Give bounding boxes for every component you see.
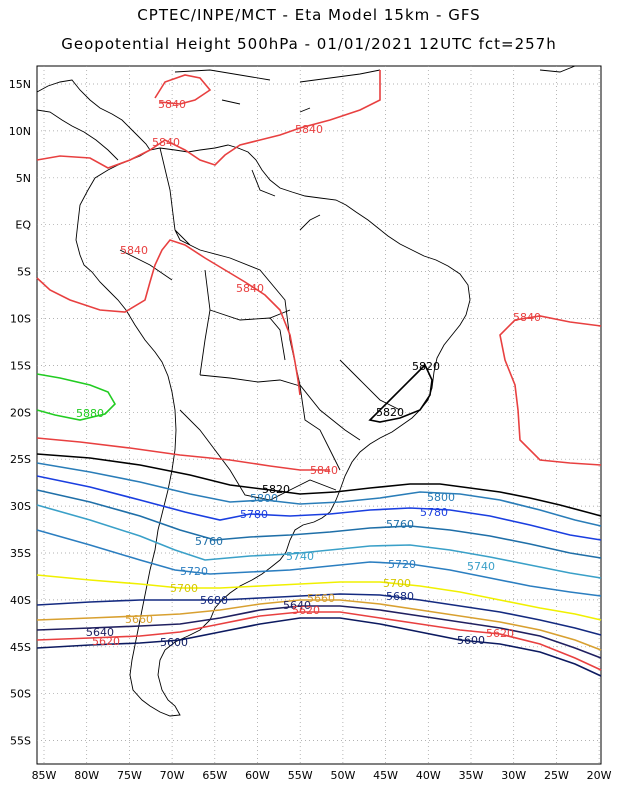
graticule xyxy=(37,66,601,764)
lat-tick-label: 20S xyxy=(10,406,31,419)
lat-tick-label: 25S xyxy=(10,453,31,466)
contour-label-5720-b: 5720 xyxy=(388,558,416,571)
lon-tick-label: 30W xyxy=(501,769,526,782)
lat-tick-label: 5N xyxy=(16,172,31,185)
contour-label-5600-b: 5600 xyxy=(457,634,485,647)
contour-5740-line xyxy=(36,504,602,579)
contour-label-5620-a: 5620 xyxy=(92,635,120,648)
contour-label-5800-b: 5800 xyxy=(427,491,455,504)
country-borders xyxy=(119,147,401,501)
contour-label-5840-g: 5840 xyxy=(310,464,338,477)
contour-5760-line xyxy=(36,489,602,559)
lat-tick-label: 10S xyxy=(10,313,31,326)
contour-label-5840-e: 5840 xyxy=(236,282,264,295)
contour-label-5660-a: 5660 xyxy=(125,613,153,626)
lon-tick-label: 40W xyxy=(416,769,441,782)
lon-tick-label: 25W xyxy=(544,769,569,782)
lon-tick-label: 35W xyxy=(459,769,484,782)
lon-tick-label: 75W xyxy=(117,769,142,782)
contour-5840-south-line xyxy=(36,437,330,471)
contour-5660-line xyxy=(36,599,602,651)
caribbean-islands xyxy=(174,65,576,113)
contour-label-5820-c: 5820 xyxy=(262,483,290,496)
map-title-line2: Geopotential Height 500hPa - 01/01/2021 … xyxy=(61,35,557,53)
lon-tick-label: 80W xyxy=(74,769,99,782)
contour-5800-line xyxy=(36,462,602,527)
contour-label-5760-b: 5760 xyxy=(386,518,414,531)
contour-5840-mid-line xyxy=(36,239,301,396)
contour-label-5780-b: 5780 xyxy=(420,506,448,519)
lat-tick-label: EQ xyxy=(15,219,31,232)
central-america-coast xyxy=(36,79,151,161)
axis-ticks: 15N 10N 5N EQ 5S 10S 15S 20S 25S 30S 35S 40S 45S 50S 5… xyxy=(9,78,612,782)
lat-tick-label: 15N xyxy=(9,78,31,91)
contour-label-5820-b: 5820 xyxy=(376,406,404,419)
lon-tick-label: 55W xyxy=(288,769,313,782)
contour-5820-line xyxy=(36,453,602,517)
lat-tick-label: 35S xyxy=(10,547,31,560)
contour-label-5660-b: 5660 xyxy=(307,592,335,605)
contour-label-5700-b: 5700 xyxy=(383,577,411,590)
contour-labels: 5880 5840 5840 5840 5840 5840 5840 5840 … xyxy=(76,98,541,649)
lat-tick-label: 15S xyxy=(10,359,31,372)
map-title-line1: CPTEC/INPE/MCT - Eta Model 15km - GFS xyxy=(137,6,481,24)
contour-5880-line xyxy=(36,373,117,421)
height-contours xyxy=(36,70,602,677)
lon-tick-label: 20W xyxy=(587,769,612,782)
contour-label-5680-b: 5680 xyxy=(386,590,414,603)
lat-tick-label: 5S xyxy=(17,266,31,279)
south-america-coast xyxy=(75,144,471,717)
contour-label-5620-c: 5620 xyxy=(486,627,514,640)
contour-5720-line xyxy=(36,529,602,597)
contour-label-5800-a: 5800 xyxy=(250,492,278,505)
contour-5600-line xyxy=(36,617,602,677)
contour-label-5700-a: 5700 xyxy=(170,582,198,595)
contour-label-5780-a: 5780 xyxy=(240,508,268,521)
map-frame xyxy=(36,65,602,765)
contour-5640-line xyxy=(36,605,602,659)
lat-tick-label: 50S xyxy=(10,688,31,701)
contour-label-5620-b: 5620 xyxy=(292,604,320,617)
contour-label-5760-a: 5760 xyxy=(195,535,223,548)
contour-5780-line xyxy=(36,475,602,541)
lat-tick-label: 55S xyxy=(10,735,31,748)
contour-label-5840-f: 5840 xyxy=(513,311,541,324)
lon-tick-label: 50W xyxy=(330,769,355,782)
contour-5820-inner-line xyxy=(368,363,433,423)
contour-label-5840-b: 5840 xyxy=(295,123,323,136)
contour-label-5820-a: 5820 xyxy=(412,360,440,373)
contour-label-5740-b: 5740 xyxy=(467,560,495,573)
contour-label-5840-d: 5840 xyxy=(120,244,148,257)
contour-5840-north-line xyxy=(36,70,381,169)
lat-tick-label: 10N xyxy=(9,125,31,138)
contour-label-5720-a: 5720 xyxy=(180,565,208,578)
lon-tick-label: 65W xyxy=(202,769,227,782)
contour-label-5880: 5880 xyxy=(76,407,104,420)
contour-5620-line xyxy=(36,611,602,671)
contour-5840-east-line xyxy=(499,315,602,466)
contour-label-5640-b: 5640 xyxy=(283,599,311,612)
contour-label-5840-c: 5840 xyxy=(152,136,180,149)
contour-label-5840-a: 5840 xyxy=(158,98,186,111)
coastline-and-borders xyxy=(36,65,576,717)
lat-tick-label: 30S xyxy=(10,500,31,513)
contour-5680-line xyxy=(36,593,602,636)
lon-tick-label: 60W xyxy=(245,769,270,782)
contour-label-5740-a: 5740 xyxy=(286,550,314,563)
contour-label-5600-a: 5600 xyxy=(160,636,188,649)
lon-tick-label: 85W xyxy=(32,769,57,782)
lat-tick-label: 45S xyxy=(10,641,31,654)
lon-tick-label: 70W xyxy=(160,769,185,782)
lat-tick-label: 40S xyxy=(10,594,31,607)
contour-label-5680-a: 5680 xyxy=(200,594,228,607)
lon-tick-label: 45W xyxy=(373,769,398,782)
contour-5700-line xyxy=(36,574,602,621)
contour-label-5640-a: 5640 xyxy=(86,626,114,639)
